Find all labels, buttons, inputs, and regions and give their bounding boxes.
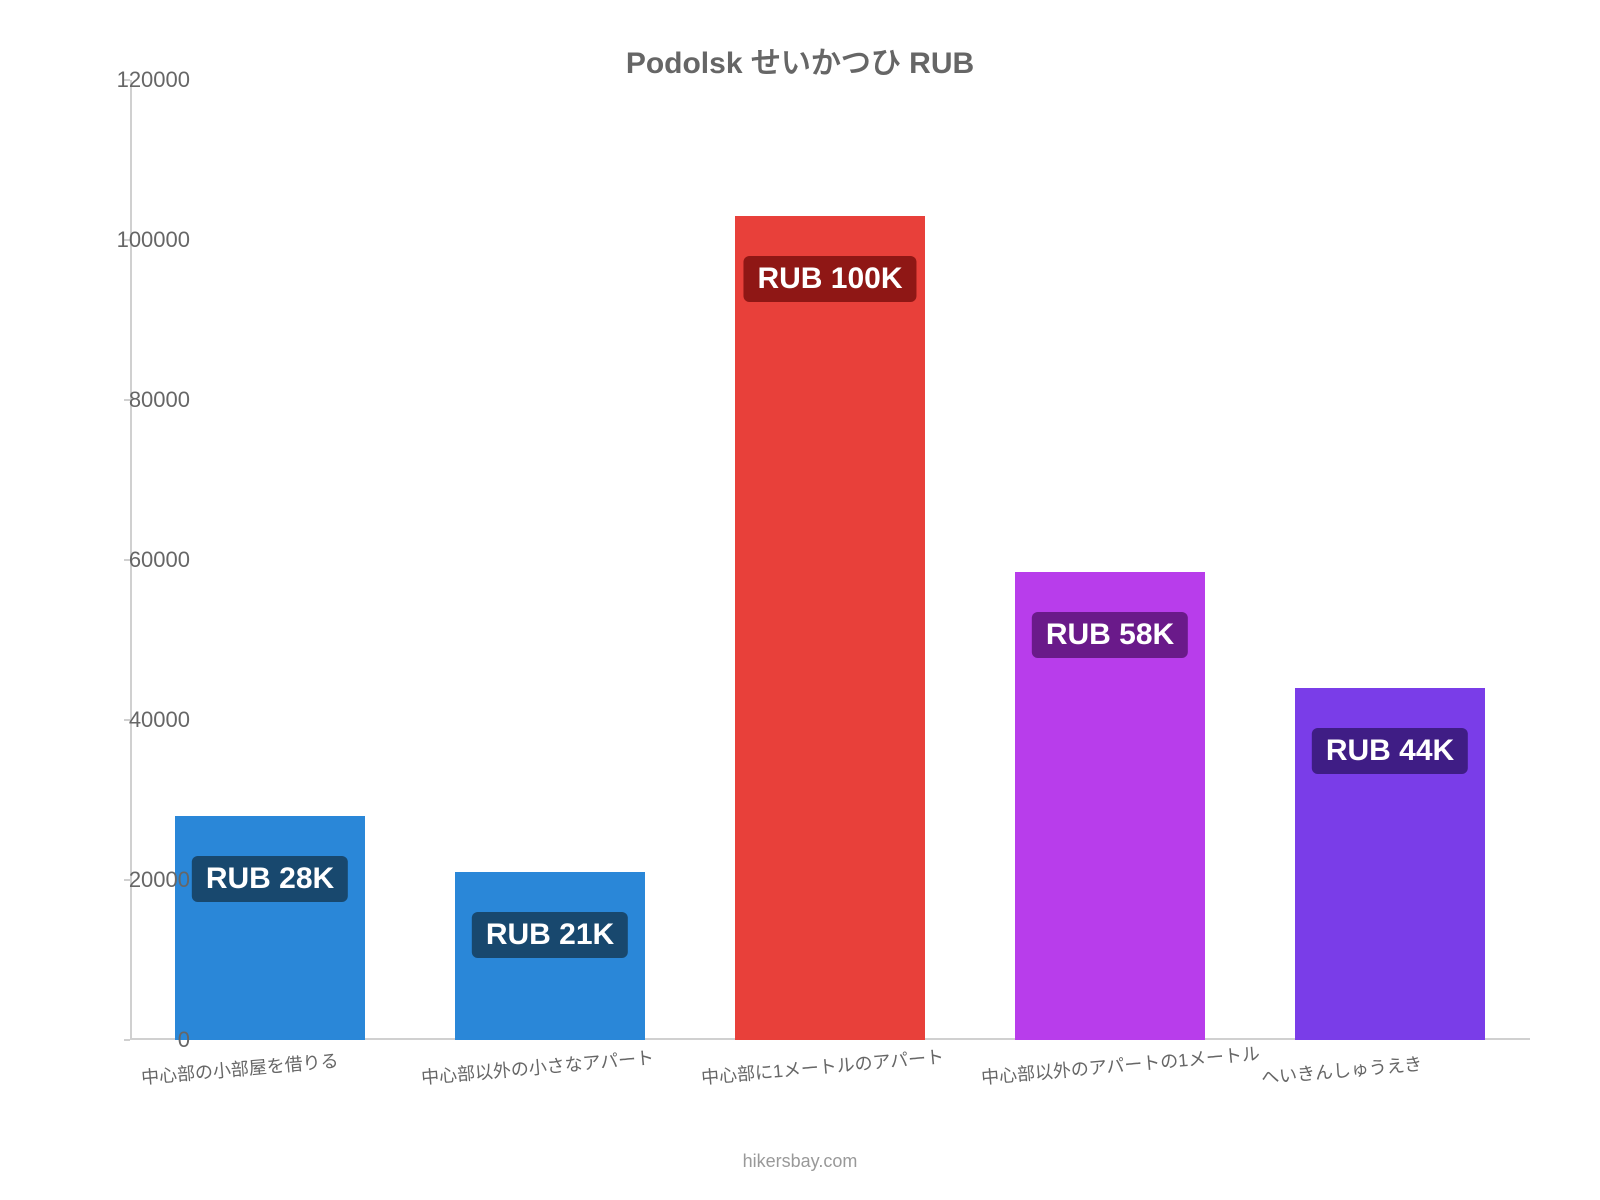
bar-value-label: RUB 58K xyxy=(1032,612,1188,658)
y-tick-label: 60000 xyxy=(129,547,190,573)
y-tick-label: 0 xyxy=(178,1027,190,1053)
bar-value-label: RUB 100K xyxy=(743,256,916,302)
x-tick-label: 中心部以外の小さなアパート xyxy=(420,1044,655,1090)
bar-value-label: RUB 28K xyxy=(192,856,348,902)
y-tick-mark xyxy=(124,1039,130,1041)
attribution-text: hikersbay.com xyxy=(0,1151,1600,1172)
bar-value-label: RUB 21K xyxy=(472,912,628,958)
y-tick-label: 80000 xyxy=(129,387,190,413)
y-tick-label: 100000 xyxy=(117,227,190,253)
bar-value-label: RUB 44K xyxy=(1312,728,1468,774)
bar xyxy=(735,216,925,1040)
x-tick-label: 中心部以外のアパートの1メートル xyxy=(980,1040,1261,1090)
plot-area: RUB 28K RUB 21K RUB 100K RUB 58K RUB 44K xyxy=(130,80,1530,1040)
chart-title: Podolsk せいかつひ RUB xyxy=(0,38,1600,82)
x-tick-label: 中心部の小部屋を借りる xyxy=(140,1047,340,1090)
y-tick-label: 120000 xyxy=(117,67,190,93)
x-tick-label: 中心部に1メートルのアパート xyxy=(700,1043,945,1090)
y-tick-label: 40000 xyxy=(129,707,190,733)
y-tick-label: 20000 xyxy=(129,867,190,893)
bar xyxy=(175,816,365,1040)
x-tick-label: へいきんしゅうえき xyxy=(1260,1050,1423,1090)
chart-container: Podolsk せいかつひ RUB RUB 28K RUB 21K RUB 100K… xyxy=(0,0,1600,1200)
